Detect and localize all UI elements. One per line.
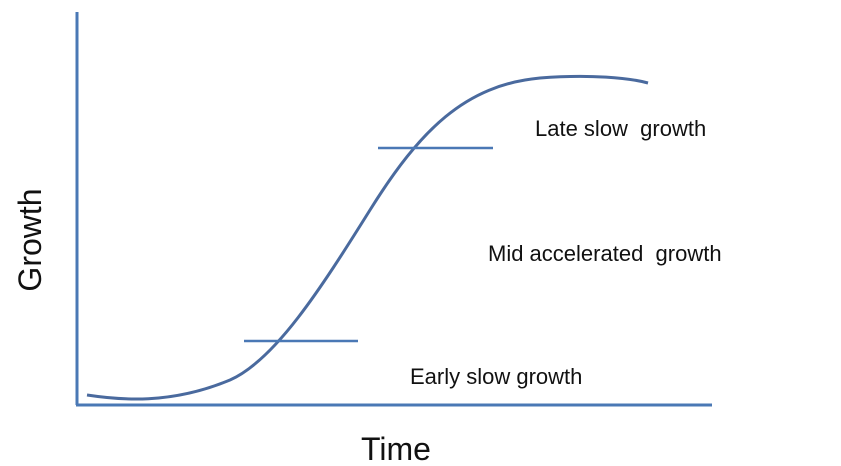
phase-label: Early slow growth <box>410 364 582 389</box>
phase-label: Mid accelerated growth <box>488 241 722 266</box>
y-axis-label: Growth <box>12 188 48 291</box>
phase-label: Late slow growth <box>535 116 706 141</box>
x-axis-label: Time <box>361 431 431 466</box>
growth-curve <box>86 74 649 401</box>
